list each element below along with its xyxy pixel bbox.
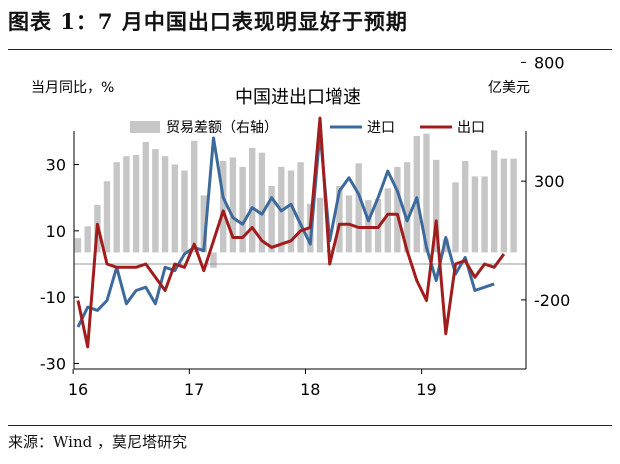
chart-title: 中国进出口增速 bbox=[235, 87, 361, 108]
balance-bar bbox=[74, 238, 82, 253]
balance-bar bbox=[481, 176, 488, 253]
balance-bar bbox=[510, 158, 517, 253]
title-rule bbox=[8, 49, 612, 50]
legend-label-import: 进口 bbox=[367, 120, 395, 136]
balance-bar bbox=[316, 197, 324, 253]
trade-growth-chart: 当月同比，% 中国进出口增速 亿美元 贸易差额（右轴） 进口 出口 30 10 -1… bbox=[31, 53, 570, 399]
growth-lines bbox=[76, 116, 506, 349]
legend: 贸易差额（右轴） 进口 出口 bbox=[130, 120, 485, 136]
right-tick-label: 300 bbox=[534, 172, 565, 191]
legend-label-export: 出口 bbox=[457, 120, 485, 136]
balance-bar bbox=[433, 159, 440, 253]
footer-rule bbox=[8, 425, 612, 426]
balance-bar bbox=[210, 252, 217, 268]
legend-swatch-balance bbox=[130, 121, 160, 133]
balance-bar bbox=[394, 166, 401, 253]
balance-bar bbox=[403, 162, 411, 253]
balance-bar bbox=[336, 185, 343, 253]
balance-bar bbox=[161, 156, 169, 253]
x-tick-label: 19 bbox=[416, 380, 436, 399]
left-tick-label: -30 bbox=[40, 355, 66, 374]
right-tick-label: -200 bbox=[534, 291, 570, 310]
x-tick-label: 18 bbox=[300, 380, 320, 399]
balance-bar bbox=[452, 182, 459, 253]
balance-bar bbox=[200, 195, 207, 253]
balance-bar bbox=[239, 166, 246, 253]
balance-bar bbox=[113, 162, 120, 253]
balance-bar bbox=[181, 170, 188, 253]
source-note: 来源：Wind ，莫尼塔研究 bbox=[8, 433, 187, 451]
balance-bar bbox=[500, 158, 508, 253]
balance-bar bbox=[171, 164, 178, 253]
balance-bar bbox=[249, 147, 256, 253]
axes: 30 10 -10 -30 800 300 -200 16 17 18 19 bbox=[40, 53, 570, 399]
balance-bar bbox=[258, 152, 266, 253]
right-tick-label: 800 bbox=[534, 53, 565, 72]
balance-bar bbox=[423, 133, 430, 253]
left-axis-label: 当月同比，% bbox=[31, 80, 114, 96]
x-tick-label: 17 bbox=[184, 380, 204, 399]
balance-bar bbox=[462, 161, 469, 253]
balance-bar bbox=[220, 161, 227, 253]
right-axis-label: 亿美元 bbox=[488, 80, 530, 96]
balance-bar bbox=[103, 181, 111, 253]
x-tick-label: 16 bbox=[68, 380, 88, 399]
balance-bar bbox=[355, 163, 362, 253]
import-growth-line bbox=[76, 129, 495, 328]
figure-title: 图表 1：7 月中国出口表现明显好于预期 bbox=[8, 9, 408, 34]
balance-bar bbox=[123, 156, 130, 253]
balance-bars bbox=[74, 133, 517, 268]
balance-bar bbox=[268, 185, 275, 253]
balance-bar bbox=[191, 140, 198, 253]
balance-bar bbox=[384, 188, 391, 253]
balance-bar bbox=[84, 226, 91, 253]
balance-bar bbox=[471, 176, 479, 253]
balance-bar bbox=[152, 149, 159, 253]
left-tick-label: -10 bbox=[40, 288, 66, 307]
balance-bar bbox=[297, 162, 304, 253]
balance-bar bbox=[287, 170, 295, 253]
left-tick-label: 10 bbox=[46, 222, 66, 241]
balance-bar bbox=[132, 155, 140, 253]
left-tick-label: 30 bbox=[46, 155, 66, 174]
balance-bar bbox=[491, 150, 498, 253]
balance-bar bbox=[142, 142, 149, 253]
legend-label-balance: 贸易差额（右轴） bbox=[166, 120, 278, 136]
export-growth-line bbox=[76, 116, 506, 349]
balance-bar bbox=[413, 136, 420, 253]
balance-bar bbox=[442, 239, 449, 253]
balance-bar bbox=[229, 157, 237, 253]
